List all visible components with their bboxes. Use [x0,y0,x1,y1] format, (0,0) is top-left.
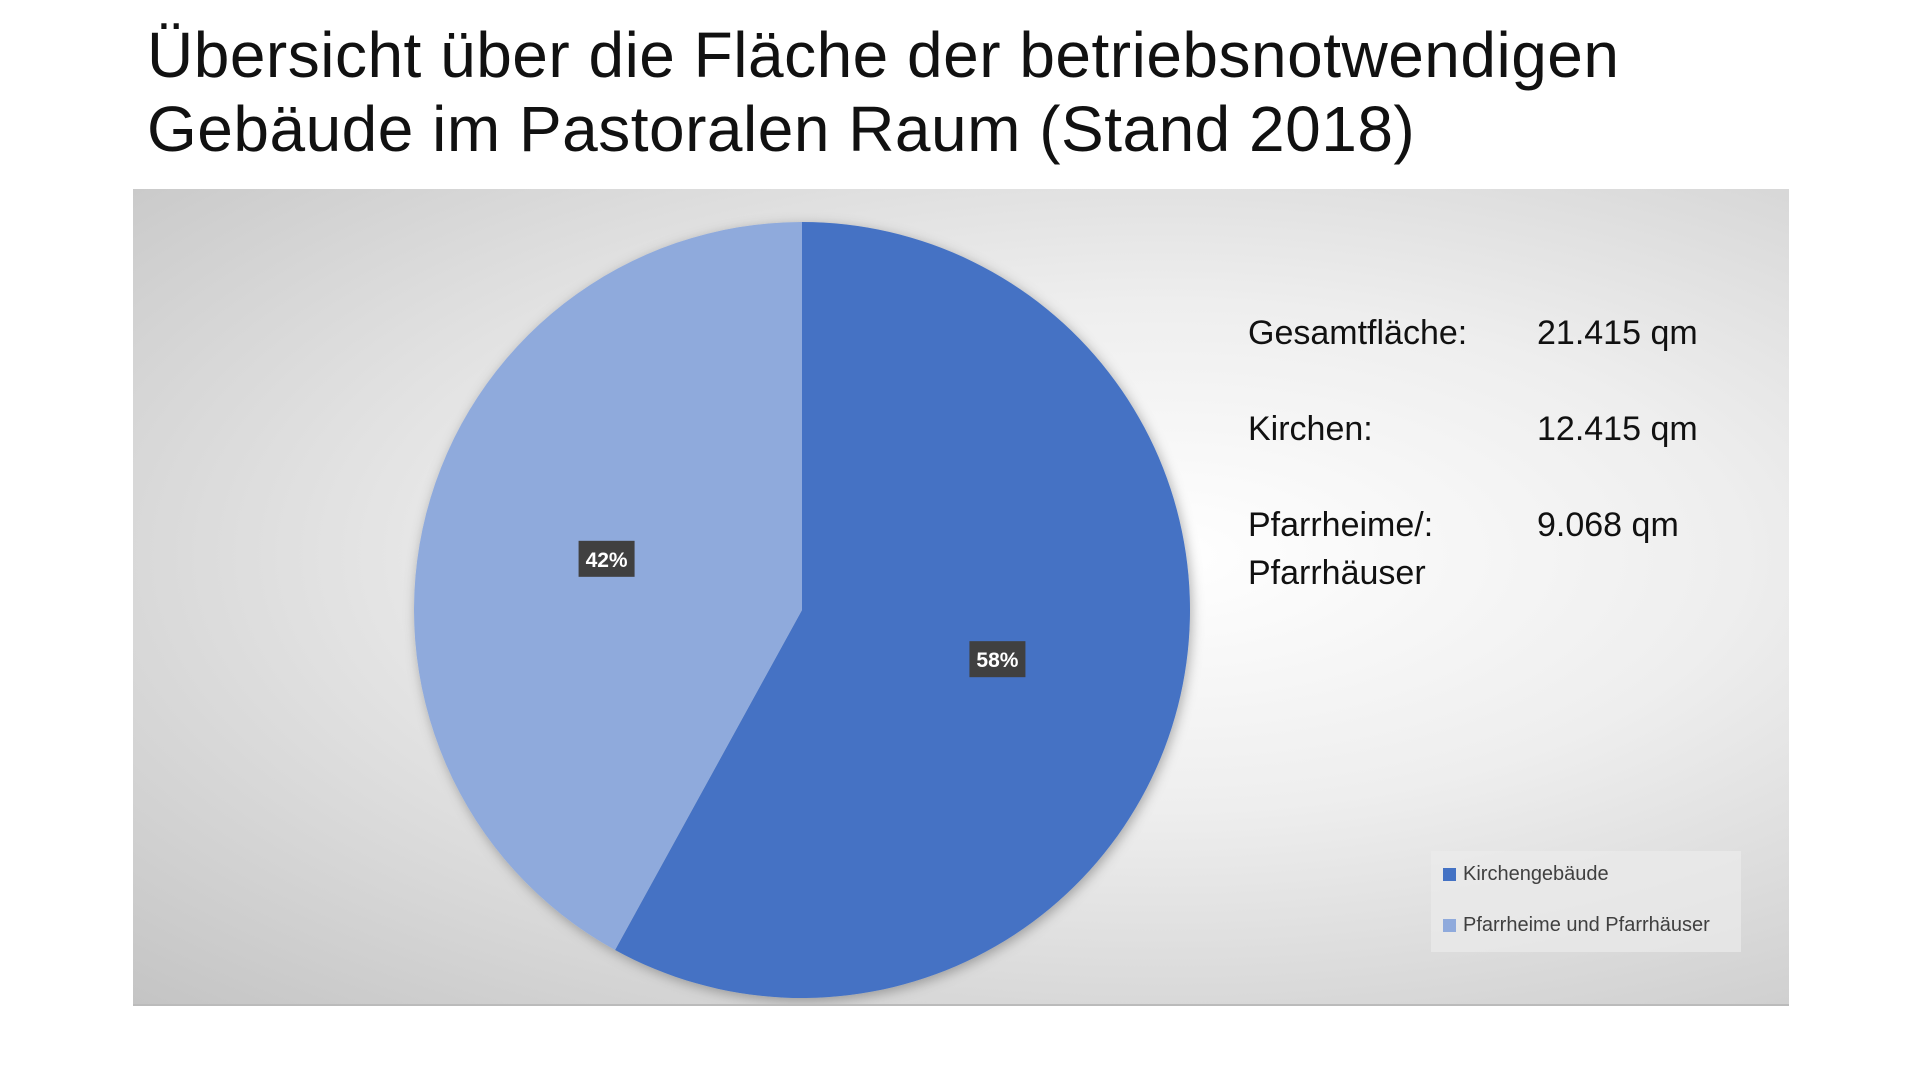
data-label: 58% [976,649,1018,672]
data-label-box [969,641,1026,678]
title-line-1: Übersicht über die Fläche der betriebsno… [147,19,1620,91]
legend-label: Pfarrheime und Pfarrhäuser [1463,914,1710,936]
title-line-2: Gebäude im Pastoralen Raum (Stand 2018) [147,93,1416,165]
info-parish-label: Pfarrheime/: [1248,506,1434,544]
pie-chart: 58% 42% [413,222,1190,999]
legend-swatch [1443,919,1456,932]
legend-swatch [1443,868,1456,881]
info-parish-label-2: Pfarrhäuser [1248,554,1426,592]
slide-title: Übersicht über die Fläche der betriebsno… [147,18,1619,166]
legend: Kirchengebäude Pfarrheime und Pfarrhäuse… [1431,851,1741,952]
info-total-label: Gesamtfläche: [1248,314,1468,352]
legend-item-pfarrheime: Pfarrheime und Pfarrhäuser [1443,914,1710,937]
data-label-box [578,540,635,577]
info-churches-label: Kirchen: [1248,410,1373,448]
info-churches-value: 12.415 qm [1537,410,1698,448]
chart-area: 58% 42% Gesamtfläche: 21.415 qm Kirchen: … [133,189,1789,1006]
legend-label: Kirchengebäude [1463,863,1609,885]
legend-item-kirchengebaeude: Kirchengebäude [1443,863,1609,886]
data-label: 42% [586,549,628,572]
pie-slice-2 [413,222,802,951]
info-parish-value: 9.068 qm [1537,506,1679,544]
info-total-value: 21.415 qm [1537,314,1698,352]
pie-slice-1 [615,222,1190,999]
